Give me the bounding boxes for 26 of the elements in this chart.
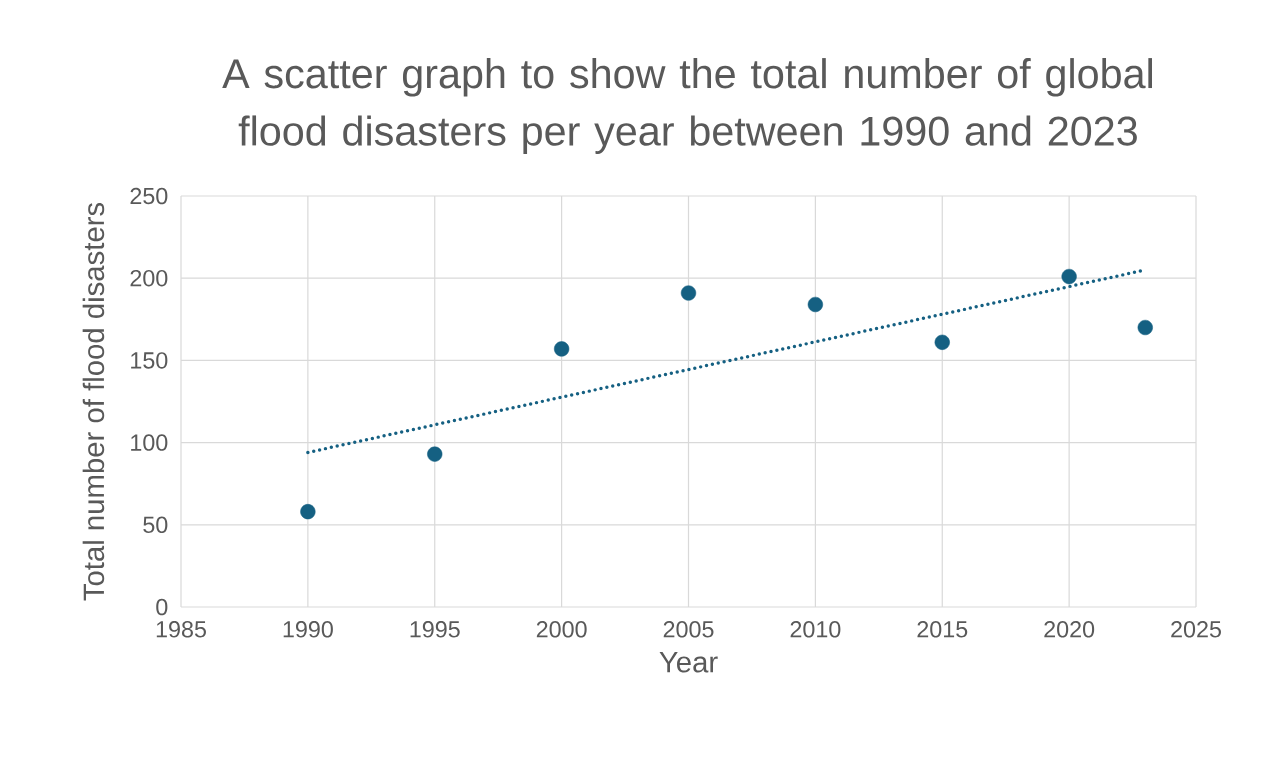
point — [427, 446, 443, 462]
x-tick-label: 2005 — [663, 621, 714, 638]
x-tick-label: 1990 — [283, 621, 333, 638]
y-tick-label: 50 — [143, 516, 168, 534]
y-tick-label: 100 — [131, 434, 168, 451]
y-axis-title: Total number of flood disasters — [82, 202, 105, 601]
x-tick-label: 2020 — [1044, 621, 1095, 638]
y-tick-label: 150 — [131, 352, 168, 369]
x-tick-label: 2000 — [536, 621, 587, 638]
chart-title: A scatter graph to show the total number of global flood disasters per year between 1990 and 2023 — [222, 58, 1152, 154]
point — [300, 504, 316, 520]
point — [1061, 268, 1077, 285]
x-tick-label: 2015 — [917, 621, 968, 638]
y-tick-label: 0 — [156, 598, 168, 616]
x-tick-label: 2010 — [790, 621, 841, 638]
point — [1137, 319, 1153, 336]
point — [807, 296, 823, 313]
x-tick-label: 1995 — [410, 621, 460, 638]
x-axis-title: Year — [659, 652, 718, 673]
point — [554, 341, 570, 357]
x-tick-label: 2025 — [1171, 621, 1221, 638]
point — [934, 334, 950, 350]
x-tick-label: 1985 — [156, 621, 206, 638]
point — [680, 285, 697, 301]
y-tick-label: 200 — [130, 269, 168, 287]
y-tick-label: 250 — [130, 187, 168, 205]
